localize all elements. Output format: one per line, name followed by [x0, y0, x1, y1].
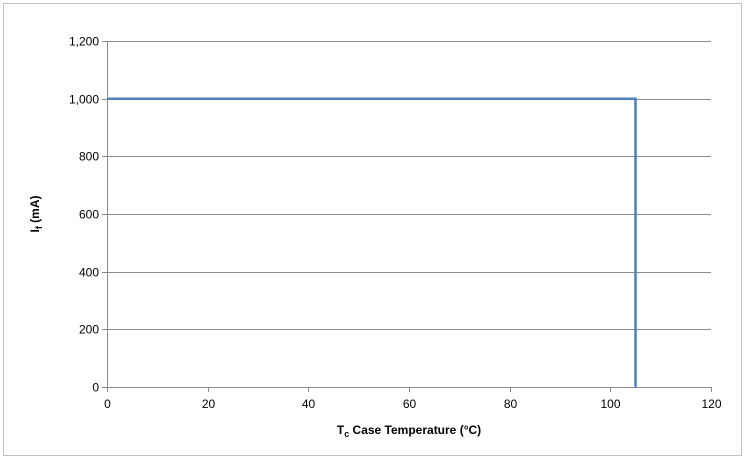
x-tick-label: 40: [302, 397, 316, 411]
x-tick-label: 20: [202, 397, 216, 411]
y-axis-title-rest: (mA): [28, 195, 42, 226]
x-tick-label: 80: [504, 397, 518, 411]
x-tick-label: 120: [701, 397, 721, 411]
x-tick-label: 100: [600, 397, 620, 411]
gridlines: [107, 41, 711, 330]
y-tick-label: 1,000: [69, 93, 99, 107]
y-tick-labels: 0 200 400 600 800 1,000 1,200: [69, 35, 99, 395]
y-axis-title-main: I: [28, 229, 42, 232]
y-tick-label: 200: [79, 323, 99, 337]
y-axis-title-sub: f: [34, 225, 44, 229]
x-axis-title-main: T: [337, 423, 345, 437]
x-tick-label: 0: [104, 397, 111, 411]
y-tick-label: 600: [79, 208, 99, 222]
y-tick-label: 0: [92, 381, 99, 395]
x-tick-labels: 0 20 40 60 80 100 120: [104, 397, 722, 411]
x-tick-label: 60: [403, 397, 417, 411]
series-group: [107, 97, 637, 387]
chart-area: [3, 3, 742, 456]
x-axis-title: Tc Case Temperature (°C): [337, 423, 481, 439]
y-tick-label: 800: [79, 150, 99, 164]
series-line: [107, 97, 637, 387]
x-axis-title-rest: Case Temperature (°C): [349, 423, 481, 437]
y-tick-label: 1,200: [69, 35, 99, 49]
y-axis-title: If (mA): [28, 195, 44, 232]
axes: [102, 41, 712, 392]
y-tick-label: 400: [79, 266, 99, 280]
x-axis-title-sub: c: [344, 429, 349, 439]
